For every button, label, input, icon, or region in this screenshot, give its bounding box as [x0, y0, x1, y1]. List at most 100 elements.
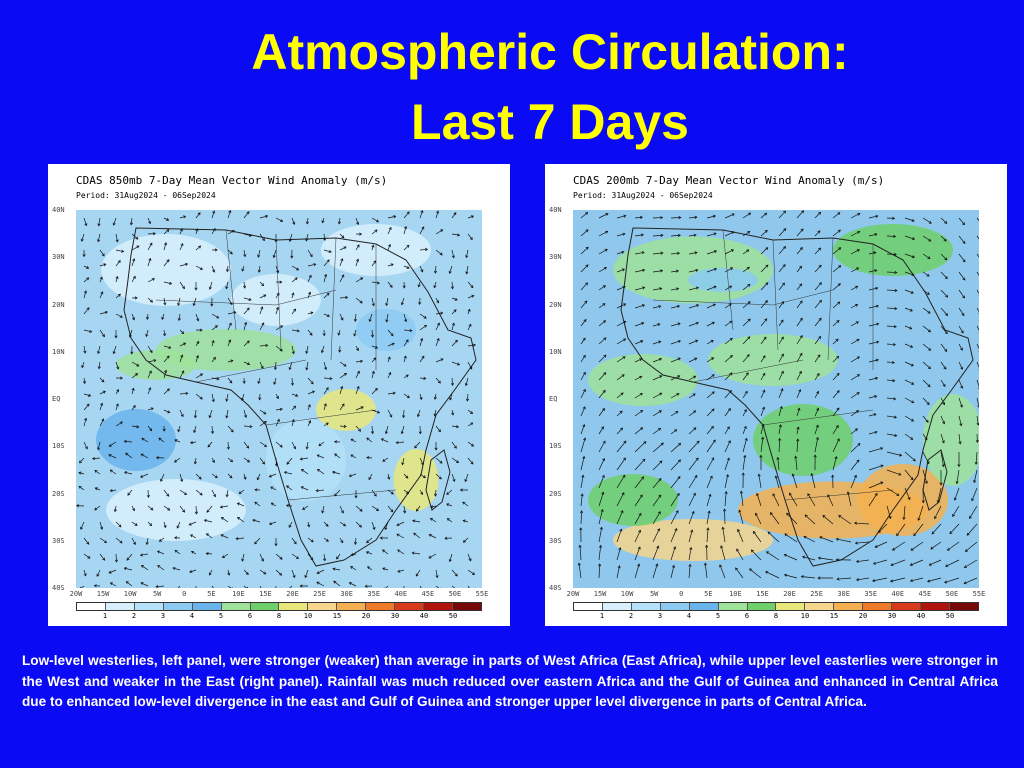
wind-arrow-head [229, 251, 233, 255]
wind-arrow-head [145, 316, 150, 320]
wind-arrow [163, 521, 166, 528]
wind-arrow [850, 286, 858, 291]
wind-arrow [789, 492, 798, 507]
wind-arrow [355, 371, 360, 379]
wind-arrow-head [415, 573, 419, 577]
wind-arrow [868, 233, 878, 237]
wind-arrow [275, 307, 279, 315]
wind-arrow [259, 306, 263, 315]
wind-arrow-head [246, 340, 250, 344]
wind-arrow [81, 361, 85, 368]
wind-arrow-head [711, 408, 715, 412]
colorbar-swatch [221, 603, 251, 610]
wind-arrow-head [767, 531, 771, 535]
wind-arrow-head [448, 270, 452, 274]
wind-arrow-head [112, 222, 116, 226]
colorbar-tick-label: 6 [744, 612, 750, 620]
wind-arrow [796, 389, 801, 399]
lon-tick-label: 25E [810, 590, 823, 598]
wind-arrow-head [893, 234, 897, 238]
wind-arrow-head [228, 339, 232, 343]
wind-arrow-head [152, 232, 156, 236]
wind-arrow [634, 546, 641, 561]
wind-arrow [323, 403, 327, 411]
wind-arrow-head [166, 355, 170, 359]
wind-arrow [706, 527, 709, 543]
wind-arrow-head [780, 370, 784, 374]
wind-arrow [688, 216, 697, 219]
wind-arrow [850, 392, 860, 399]
wind-arrow-head [286, 485, 290, 489]
wind-arrow-head [430, 505, 434, 509]
wind-arrow [868, 269, 877, 273]
wind-arrow [307, 275, 312, 283]
wind-arrow [706, 475, 713, 489]
wind-arrow-head [405, 475, 409, 479]
wind-arrow-head [690, 529, 694, 533]
wind-arrow [467, 233, 473, 240]
wind-arrow [79, 457, 85, 464]
wind-arrow [886, 379, 895, 382]
wind-arrow-head [370, 334, 375, 338]
lon-tick-label: 20E [286, 590, 299, 598]
wind-arrow-head [332, 567, 336, 571]
wind-arrow-head [816, 407, 820, 411]
wind-arrow [786, 512, 798, 525]
wind-arrow-head [337, 221, 341, 225]
wind-arrow-head [406, 244, 410, 248]
wind-arrow [323, 259, 330, 267]
wind-arrow-head [132, 317, 136, 321]
wind-arrow [270, 486, 277, 491]
wind-arrow-head [268, 474, 272, 478]
wind-arrow [760, 230, 768, 237]
wind-arrow [207, 441, 213, 448]
wind-arrow [211, 489, 216, 497]
wind-arrow [467, 295, 475, 299]
wind-arrow [243, 473, 246, 480]
wind-arrow-head [799, 335, 803, 339]
wind-arrow [195, 355, 199, 363]
wind-arrow-head [893, 252, 897, 256]
wind-arrow [307, 377, 314, 385]
wind-arrow-head [465, 255, 469, 259]
wind-arrow-head [446, 503, 450, 507]
wind-arrow-head [265, 214, 269, 218]
wind-arrow-head [315, 489, 319, 493]
wind-arrow-head [911, 400, 915, 404]
wind-arrow-head [230, 429, 234, 433]
wind-arrow-head [857, 212, 861, 216]
wind-arrow-head [765, 571, 769, 574]
wind-arrow-head [725, 473, 729, 478]
wind-arrow-head [637, 546, 641, 550]
wind-arrow-head [622, 474, 626, 478]
wind-arrow [466, 393, 469, 402]
wind-arrow-head [230, 359, 234, 363]
wind-arrow-head [119, 314, 123, 318]
wind-arrow-head [911, 255, 916, 259]
wind-arrow-head [293, 541, 297, 545]
lon-tick-label: 10E [232, 590, 245, 598]
colorbar-swatch [395, 603, 425, 610]
wind-arrow-head [783, 246, 787, 250]
wind-arrow-head [141, 437, 145, 441]
wind-arrow-head [340, 540, 344, 544]
wind-arrow-head [838, 265, 842, 269]
wind-arrow [257, 473, 261, 480]
wind-arrow [890, 577, 906, 582]
wind-arrow [243, 457, 250, 463]
wind-arrow-head [943, 238, 947, 242]
wind-arrow [291, 308, 296, 315]
wind-arrow-head [756, 492, 760, 497]
wind-arrow-head [246, 586, 249, 588]
wind-arrow-head [453, 212, 457, 216]
wind-arrow [435, 569, 438, 578]
wind-arrow [368, 473, 373, 480]
wind-arrow [868, 413, 877, 417]
wind-arrow [386, 297, 389, 306]
wind-arrow-head [140, 565, 144, 568]
wind-arrow [243, 307, 250, 315]
wind-arrow [447, 518, 453, 523]
wind-arrow-head [836, 320, 840, 323]
wind-arrow-head [977, 387, 979, 390]
wind-arrow [115, 361, 119, 370]
